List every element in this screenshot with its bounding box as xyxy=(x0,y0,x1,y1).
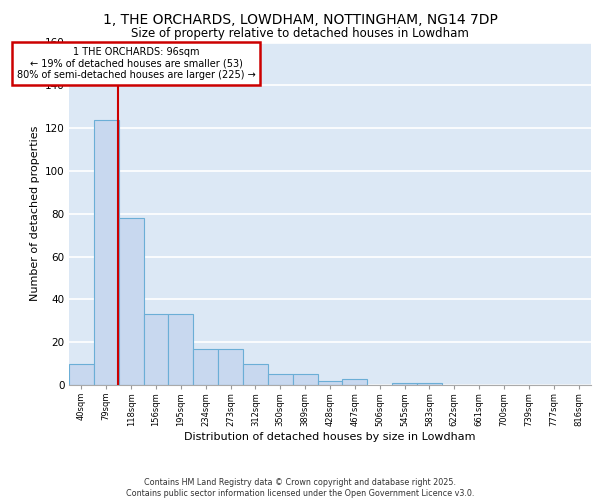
Text: 1 THE ORCHARDS: 96sqm
← 19% of detached houses are smaller (53)
80% of semi-deta: 1 THE ORCHARDS: 96sqm ← 19% of detached … xyxy=(17,47,256,80)
Bar xyxy=(94,120,119,385)
Bar xyxy=(193,348,218,385)
Bar xyxy=(69,364,94,385)
Bar xyxy=(417,383,442,385)
Bar xyxy=(169,314,193,385)
Bar xyxy=(317,380,343,385)
Bar xyxy=(119,218,143,385)
Y-axis label: Number of detached properties: Number of detached properties xyxy=(29,126,40,302)
Bar xyxy=(268,374,293,385)
Bar xyxy=(243,364,268,385)
Text: Size of property relative to detached houses in Lowdham: Size of property relative to detached ho… xyxy=(131,28,469,40)
Bar xyxy=(293,374,317,385)
Bar xyxy=(392,383,417,385)
Text: Contains HM Land Registry data © Crown copyright and database right 2025.
Contai: Contains HM Land Registry data © Crown c… xyxy=(126,478,474,498)
Text: 1, THE ORCHARDS, LOWDHAM, NOTTINGHAM, NG14 7DP: 1, THE ORCHARDS, LOWDHAM, NOTTINGHAM, NG… xyxy=(103,12,497,26)
Bar xyxy=(143,314,169,385)
X-axis label: Distribution of detached houses by size in Lowdham: Distribution of detached houses by size … xyxy=(184,432,476,442)
Bar xyxy=(218,348,243,385)
Bar xyxy=(343,378,367,385)
